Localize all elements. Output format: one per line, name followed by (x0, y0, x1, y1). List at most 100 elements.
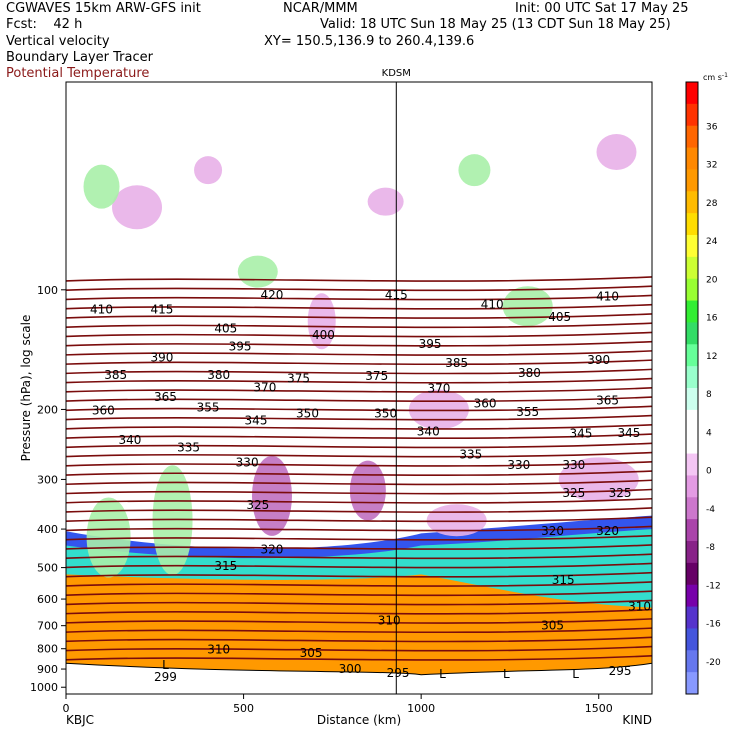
theta-contour (66, 424, 652, 430)
theta-label: 330 (562, 458, 585, 472)
theta-label: 305 (300, 646, 323, 660)
colorbar-swatch (686, 519, 698, 542)
colorbar-swatch (686, 278, 698, 302)
colorbar-swatch (686, 475, 698, 498)
theta-label: 310 (207, 642, 230, 656)
plot-frame (65, 81, 653, 695)
colorbar-swatch (686, 82, 698, 105)
colorbar-tick-label: 20 (706, 275, 718, 285)
theta-contour (66, 303, 652, 310)
y-tick-label: 700 (37, 620, 58, 633)
valid-time: Valid: 18 UTC Sun 18 May 25 (13 CDT Sun … (320, 17, 671, 32)
theta-label: 390 (150, 350, 173, 364)
theta-contour (66, 405, 652, 412)
colorbar-swatch (686, 606, 698, 629)
colorbar-tick-label: 12 (706, 352, 717, 362)
y-tick-label: 100 (37, 284, 58, 297)
theta-contour (66, 627, 652, 634)
theta-label: 395 (419, 337, 442, 351)
y-tick-label: 400 (37, 523, 58, 536)
colorbar-tick-label: -16 (706, 620, 721, 630)
theta-label: 385 (104, 368, 127, 382)
theta-label: 370 (253, 380, 276, 394)
colorbar: 36 32 28 24 20 16 12 8 4 0 -4 -8 -12 -16 -20 (685, 81, 721, 695)
theta-label: 340 (118, 433, 141, 447)
colorbar-frame (685, 81, 699, 695)
velocity-blob (367, 187, 404, 216)
theta-label: 375 (365, 369, 388, 383)
x-tick-label: 1500 (585, 702, 613, 715)
colorbar-swatch (686, 366, 698, 389)
colorbar-swatch (686, 497, 698, 520)
colorbar-swatch (686, 191, 698, 214)
colorbar-swatch (686, 453, 698, 476)
theta-contour (66, 544, 652, 550)
colorbar-swatch (686, 169, 698, 192)
colorbar-tick-label: -20 (706, 658, 721, 668)
y-tick-label: 500 (37, 562, 58, 575)
colorbar-swatch (686, 147, 698, 170)
theta-contour (66, 590, 652, 597)
theta-label: 365 (596, 394, 619, 408)
theta-label: 350 (374, 407, 397, 421)
theta-label: 380 (518, 366, 541, 380)
theta-label: 320 (541, 524, 564, 538)
theta-contour (66, 618, 652, 624)
colorbar-tick-label: 24 (706, 237, 718, 247)
theta-label: 330 (236, 456, 259, 470)
theta-contour (66, 571, 652, 578)
theta-contour (66, 507, 652, 513)
forecast-hour: Fcst: 42 h (6, 17, 83, 32)
theta-contour (66, 479, 652, 486)
colorbar-swatch (686, 125, 698, 149)
theta-contour (66, 470, 652, 476)
theta-label: 295 (609, 664, 632, 678)
model-title: CGWAVES 15km ARW-GFS init (6, 1, 201, 16)
theta-contour (66, 581, 652, 587)
y-tick-label: 900 (37, 663, 58, 676)
terrain (66, 662, 652, 694)
theta-label: 325 (609, 486, 632, 500)
theta-label: 390 (587, 353, 610, 367)
axes: 0 500 1000 1500 100 200 300 400 500 600 700 800 900 1… (30, 82, 613, 715)
field-potential-temperature: Potential Temperature (6, 66, 150, 81)
theta-contour (66, 276, 652, 282)
colorbar-tick-label: 0 (706, 467, 712, 477)
velocity-blob (596, 133, 637, 170)
theta-label: 320 (596, 524, 619, 538)
colorbar-swatch (686, 322, 698, 345)
colorbar-swatch (686, 584, 698, 608)
colorbar-tick-label: 8 (706, 390, 712, 400)
theta-label: 335 (459, 448, 482, 462)
theta-label: 325 (246, 498, 269, 512)
theta-contour (66, 387, 652, 393)
y-tick-label: 1000 (30, 681, 58, 694)
velocity-blob (83, 164, 120, 209)
theta-label: 299 (154, 670, 177, 684)
colorbar-swatch (686, 409, 698, 433)
theta-label: 345 (245, 413, 268, 427)
theta-contour (66, 636, 652, 643)
theta-label: 355 (516, 405, 539, 419)
colorbar-swatch (686, 672, 698, 695)
theta-contour (66, 553, 652, 560)
theta-label: 325 (562, 486, 585, 500)
theta-contour (66, 488, 652, 495)
theta-contour (66, 285, 652, 292)
theta-label: 310 (378, 614, 401, 628)
theta-contour (66, 340, 652, 347)
cross-section-coords: XY= 150.5,136.9 to 260.4,139.6 (264, 34, 475, 49)
theta-contour (66, 655, 652, 661)
theta-label: 295 (387, 666, 410, 680)
theta-contour (66, 396, 652, 403)
colorbar-swatch (686, 431, 698, 455)
theta-label: 350 (296, 407, 319, 421)
theta-contour (66, 562, 652, 569)
field-boundary-layer-tracer: Boundary Layer Tracer (6, 50, 153, 65)
velocity-blob (112, 185, 163, 230)
y-tick-label: 300 (37, 473, 58, 486)
theta-contour (66, 645, 652, 652)
colorbar-unit: cm s-1 (703, 72, 728, 82)
velocity-blob (251, 455, 292, 536)
